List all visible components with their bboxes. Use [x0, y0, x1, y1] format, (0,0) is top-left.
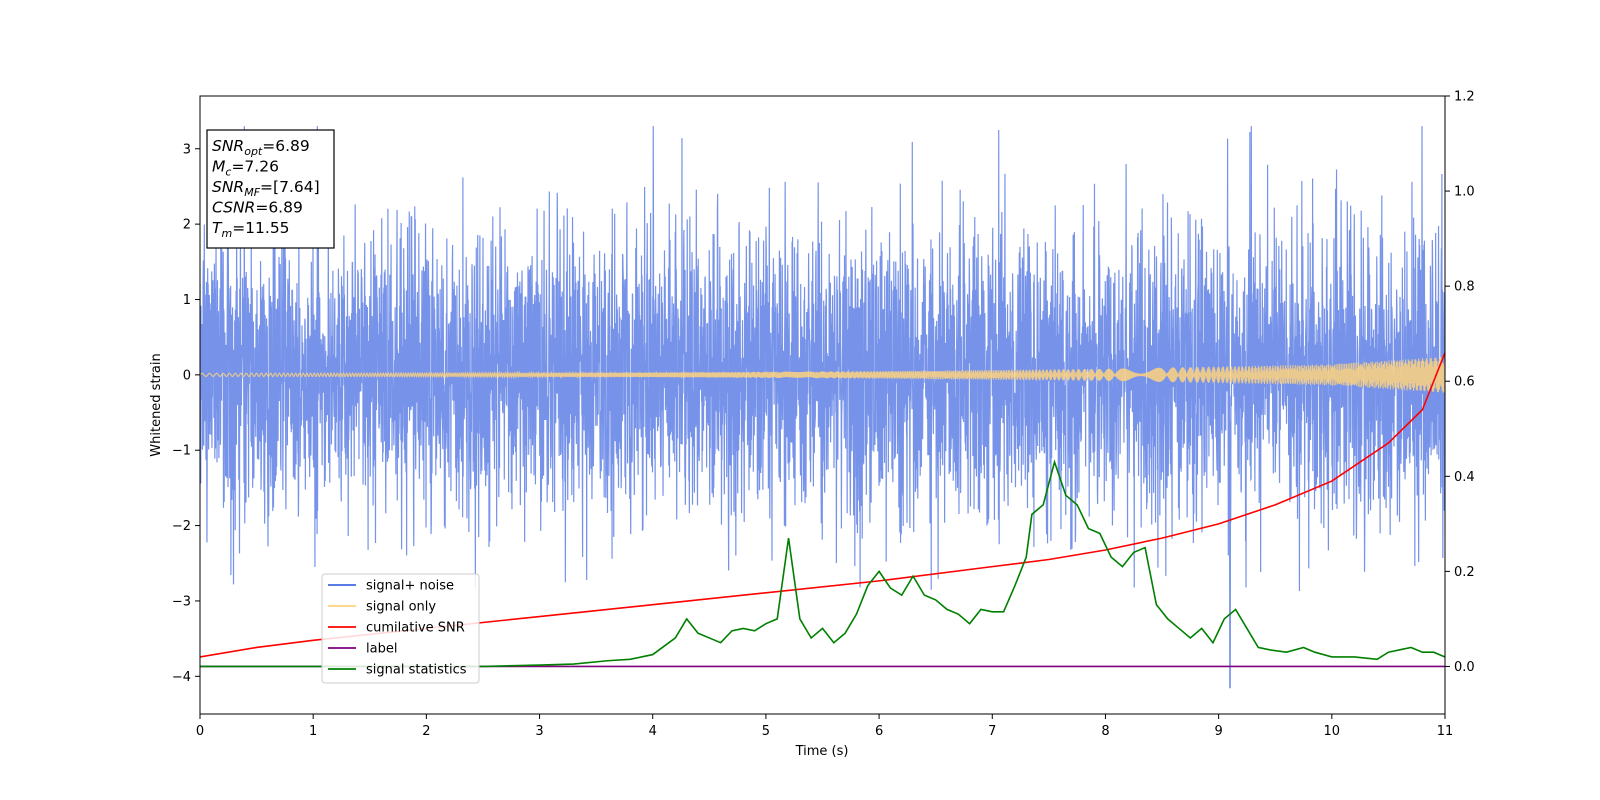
y-tick-label: −4 — [172, 670, 191, 685]
stats-symbol: T — [212, 219, 223, 237]
x-tick-label: 8 — [1101, 724, 1109, 739]
x-tick-label: 1 — [309, 724, 317, 739]
stats-symbol: SNR — [212, 137, 244, 155]
x-tick-label: 10 — [1324, 724, 1341, 739]
y2-tick-label: 0.0 — [1454, 660, 1475, 675]
x-tick-label: 9 — [1214, 724, 1222, 739]
y-tick-label: 2 — [183, 218, 191, 233]
stats-subscript: MF — [244, 186, 260, 199]
stats-line: Mc=7.26 — [212, 158, 279, 179]
x-tick-label: 7 — [988, 724, 996, 739]
stats-line: SNRMF=[7.64] — [212, 178, 320, 199]
legend-frame — [321, 573, 480, 684]
x-tick-label: 6 — [875, 724, 883, 739]
y2-tick-label: 1.0 — [1454, 185, 1475, 200]
x-tick-label: 0 — [196, 724, 204, 739]
stats-subscript: m — [221, 227, 232, 240]
y2-tick-label: 0.8 — [1454, 280, 1475, 295]
stats-value: =[7.64] — [260, 178, 320, 196]
series-line-signal-statistics — [200, 459, 1445, 668]
legend-entry-label: label — [366, 642, 397, 657]
legend-entry-label: cumilative SNR — [366, 621, 465, 636]
x-axis: 0 1 2 3 4 5 6 7 8 9 10 11 — [196, 714, 1453, 739]
stats-line: CSNR=6.89 — [212, 199, 303, 217]
y-tick-label: 3 — [183, 142, 191, 157]
y-tick-label: −3 — [172, 594, 191, 609]
y-tick-label: −1 — [172, 444, 191, 459]
y-axis-left: 3 2 1 0 −1 −2 −3 −4 — [172, 142, 200, 685]
stats-value: =6.89 — [255, 199, 303, 217]
series-line-signal-noise — [200, 126, 1445, 689]
stats-subscript: opt — [244, 145, 263, 158]
stats-symbol: SNR — [212, 178, 244, 196]
series-line-signal-only — [200, 357, 1445, 393]
y-tick-label: 0 — [183, 368, 191, 383]
legend: signal+ noise signal only cumilative SNR la… — [321, 573, 480, 684]
stats-value: =11.55 — [232, 219, 289, 237]
legend-entry-label: signal+ noise — [366, 579, 454, 594]
y2-tick-label: 0.2 — [1454, 565, 1475, 580]
x-tick-label: 11 — [1437, 724, 1454, 739]
x-tick-label: 4 — [649, 724, 657, 739]
legend-entry-label: signal only — [366, 600, 436, 615]
stats-box-frame — [206, 129, 335, 249]
y2-tick-label: 0.4 — [1454, 470, 1475, 485]
stats-line: SNRopt=6.89 — [212, 137, 310, 158]
x-tick-label: 3 — [535, 724, 543, 739]
x-tick-label: 2 — [422, 724, 430, 739]
x-tick-label: 5 — [762, 724, 770, 739]
x-axis-label: Time (s) — [795, 744, 849, 759]
y-axis-right: 1.2 1.0 0.8 0.6 0.4 0.2 0.0 — [1445, 90, 1475, 675]
legend-entry-label: signal statistics — [366, 663, 467, 678]
stats-value: =7.26 — [231, 158, 279, 176]
y-tick-label: 1 — [183, 293, 191, 308]
y2-tick-label: 0.6 — [1454, 375, 1475, 390]
stats-annotation-box: SNRopt=6.89Mc=7.26SNRMF=[7.64]CSNR=6.89T… — [206, 129, 335, 249]
plot-frame — [199, 95, 1446, 715]
stats-line: Tm=11.55 — [212, 219, 290, 240]
stats-symbol: CSNR — [212, 199, 255, 217]
y2-tick-label: 1.2 — [1454, 90, 1475, 105]
stats-symbol: M — [212, 158, 225, 176]
stats-subscript: c — [225, 166, 231, 179]
y-axis-label: Whitened strain — [149, 353, 164, 456]
y-tick-label: −2 — [172, 519, 191, 534]
stats-value: =6.89 — [262, 137, 310, 155]
